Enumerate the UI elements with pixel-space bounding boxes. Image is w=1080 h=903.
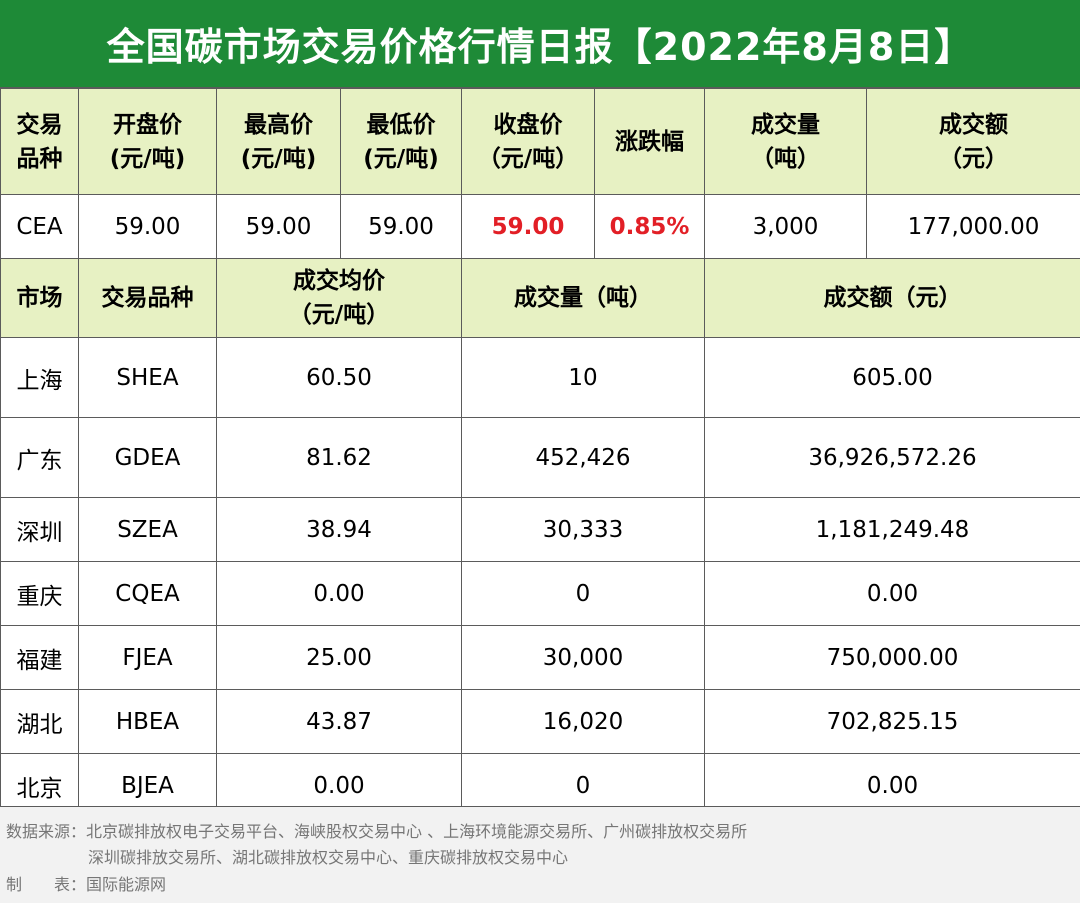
cell-volume: 10 bbox=[461, 337, 705, 418]
cell-market: 湖北 bbox=[0, 689, 79, 754]
cell-avg-price: 38.94 bbox=[216, 497, 462, 562]
header-high-price: 最高价 (元/吨) bbox=[216, 88, 341, 195]
cell-volume: 16,020 bbox=[461, 689, 705, 754]
header-volume: 成交量（吨） bbox=[704, 88, 867, 195]
cell-open-price: 59.00 bbox=[78, 194, 217, 259]
cell-variety: GDEA bbox=[78, 417, 217, 498]
cell-avg-price: 25.00 bbox=[216, 625, 462, 690]
table-row: 福建 FJEA 25.00 30,000 750,000.00 bbox=[0, 625, 1080, 690]
source-line-2: 深圳碳排放交易所、湖北碳排放权交易中心、重庆碳排放权交易中心 bbox=[88, 848, 569, 867]
national-header-row: 交易 品种 开盘价 (元/吨) 最高价 (元/吨) 最低价 (元/吨) 收盘价 （元/吨）… bbox=[0, 88, 1080, 195]
table-row: 广东 GDEA 81.62 452,426 36,926,572.26 bbox=[0, 417, 1080, 498]
cell-market: 福建 bbox=[0, 625, 79, 690]
regional-market-table: 市场 交易品种 成交均价 （元/吨） 成交量（吨） 成交额（元） 上海 SHEA … bbox=[0, 258, 1080, 818]
cell-variety: HBEA bbox=[78, 689, 217, 754]
cell-avg-price: 0.00 bbox=[216, 561, 462, 626]
cell-amount: 0.00 bbox=[704, 561, 1080, 626]
header-avg-price: 成交均价 （元/吨） bbox=[216, 258, 462, 338]
cell-amount: 702,825.15 bbox=[704, 689, 1080, 754]
cell-market: 广东 bbox=[0, 417, 79, 498]
cell-volume: 3,000 bbox=[704, 194, 867, 259]
cell-amount: 750,000.00 bbox=[704, 625, 1080, 690]
header-amount: 成交额（元） bbox=[866, 88, 1080, 195]
cell-volume: 30,000 bbox=[461, 625, 705, 690]
header-open-price: 开盘价 (元/吨) bbox=[78, 88, 217, 195]
header-close-price: 收盘价 （元/吨） bbox=[461, 88, 595, 195]
cell-low-price: 59.00 bbox=[340, 194, 462, 259]
source-footer: 数据来源：北京碳排放权电子交易平台、海峡股权交易中心 、上海环境能源交易所、广州… bbox=[0, 806, 1080, 903]
cell-variety: SZEA bbox=[78, 497, 217, 562]
header-variety: 交易品种 bbox=[0, 88, 79, 195]
cell-amount: 177,000.00 bbox=[866, 194, 1080, 259]
cell-variety: FJEA bbox=[78, 625, 217, 690]
cell-variety: SHEA bbox=[78, 337, 217, 418]
maker-label: 制 表： bbox=[6, 875, 87, 894]
maker-name: 国际能源网 bbox=[86, 875, 167, 894]
table-row: 深圳 SZEA 38.94 30,333 1,181,249.48 bbox=[0, 497, 1080, 562]
header-amount: 成交额（元） bbox=[704, 258, 1080, 338]
cell-amount: 1,181,249.48 bbox=[704, 497, 1080, 562]
page-title: 全国碳市场交易价格行情日报【2022年8月8日】 bbox=[0, 0, 1080, 88]
cell-volume: 452,426 bbox=[461, 417, 705, 498]
national-market-table: 交易 品种 开盘价 (元/吨) 最高价 (元/吨) 最低价 (元/吨) 收盘价 （元/吨）… bbox=[0, 88, 1080, 259]
cell-amount: 605.00 bbox=[704, 337, 1080, 418]
header-change: 涨跌幅 bbox=[594, 88, 705, 195]
cell-volume: 0 bbox=[461, 561, 705, 626]
table-row: 湖北 HBEA 43.87 16,020 702,825.15 bbox=[0, 689, 1080, 754]
table-row: 上海 SHEA 60.50 10 605.00 bbox=[0, 337, 1080, 418]
cell-market: 重庆 bbox=[0, 561, 79, 626]
cell-change: 0.85% bbox=[594, 194, 705, 259]
cell-avg-price: 81.62 bbox=[216, 417, 462, 498]
header-low-price: 最低价 (元/吨) bbox=[340, 88, 462, 195]
header-market: 市场 bbox=[0, 258, 79, 338]
maker-line: 制 表：国际能源网 bbox=[6, 871, 166, 895]
cell-close-price: 59.00 bbox=[461, 194, 595, 259]
national-data-row: CEA 59.00 59.00 59.00 59.00 0.85% 3,000 … bbox=[0, 194, 1080, 259]
cell-amount: 36,926,572.26 bbox=[704, 417, 1080, 498]
cell-avg-price: 60.50 bbox=[216, 337, 462, 418]
cell-avg-price: 43.87 bbox=[216, 689, 462, 754]
table-row: 重庆 CQEA 0.00 0 0.00 bbox=[0, 561, 1080, 626]
cell-volume: 30,333 bbox=[461, 497, 705, 562]
cell-variety: CQEA bbox=[78, 561, 217, 626]
cell-variety: CEA bbox=[0, 194, 79, 259]
source-line-1: 数据来源：北京碳排放权电子交易平台、海峡股权交易中心 、上海环境能源交易所、广州… bbox=[6, 822, 748, 841]
header-variety: 交易品种 bbox=[78, 258, 217, 338]
regional-header-row: 市场 交易品种 成交均价 （元/吨） 成交量（吨） 成交额（元） bbox=[0, 258, 1080, 338]
cell-high-price: 59.00 bbox=[216, 194, 341, 259]
cell-market: 上海 bbox=[0, 337, 79, 418]
cell-market: 深圳 bbox=[0, 497, 79, 562]
header-volume: 成交量（吨） bbox=[461, 258, 705, 338]
